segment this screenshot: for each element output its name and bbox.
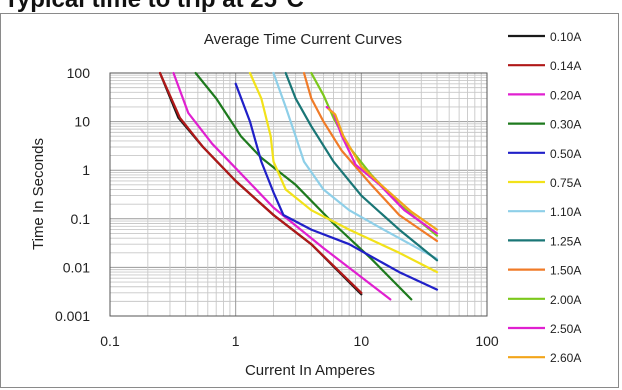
y-tick-label: 1 bbox=[82, 162, 90, 178]
series-line-1-10a bbox=[272, 71, 439, 260]
y-tick-label: 10 bbox=[74, 114, 90, 130]
series-line-1-25a bbox=[284, 71, 439, 262]
grid-lines bbox=[109, 73, 487, 317]
legend-label: 0.75A bbox=[550, 176, 581, 190]
series-line-0-14a bbox=[158, 71, 363, 294]
x-tick-label: 10 bbox=[354, 333, 370, 349]
y-tick-label: 0.001 bbox=[55, 308, 90, 324]
legend-label: 2.60A bbox=[550, 351, 581, 365]
page-heading: Typical time to trip at 25°C bbox=[4, 0, 304, 14]
series-line-0-20a bbox=[172, 71, 392, 301]
y-tick-label: 100 bbox=[67, 65, 91, 81]
chart-title: Average Time Current Curves bbox=[204, 31, 402, 48]
series-line-0-10a bbox=[158, 71, 363, 296]
legend-label: 0.20A bbox=[550, 88, 581, 102]
series-line-2-60a bbox=[327, 108, 439, 231]
series-line-1-50a bbox=[302, 71, 439, 243]
plot-area-border bbox=[109, 72, 488, 317]
legend-label: 1.25A bbox=[550, 234, 581, 248]
legend-label: 0.50A bbox=[550, 147, 581, 161]
legend-label: 0.10A bbox=[550, 30, 581, 44]
series-line-0-75a bbox=[248, 71, 439, 274]
legend-label: 1.50A bbox=[550, 264, 581, 278]
series-line-0-50a bbox=[234, 82, 439, 291]
x-tick-label: 100 bbox=[475, 333, 499, 349]
x-tick-label: 1 bbox=[232, 333, 240, 349]
legend-label: 1.10A bbox=[550, 205, 581, 219]
legend: 0.10A 0.14A 0.20A 0.30A 0.50A 0.75A 1.10A 1.25A… bbox=[508, 30, 581, 365]
series-lines bbox=[158, 71, 439, 301]
y-tick-label: 0.1 bbox=[71, 211, 91, 227]
tick-labels: 0.001 0.01 0.1 1 10 100 0.1 1 10 100 bbox=[55, 65, 499, 349]
legend-label: 2.50A bbox=[550, 322, 581, 336]
legend-label: 0.30A bbox=[550, 118, 581, 132]
legend-label: 0.14A bbox=[550, 59, 581, 73]
x-tick-label: 0.1 bbox=[100, 333, 120, 349]
x-axis-label: Current In Amperes bbox=[245, 362, 375, 379]
y-tick-label: 0.01 bbox=[63, 259, 90, 275]
legend-label: 2.00A bbox=[550, 293, 581, 307]
y-axis-label: Time In Seconds bbox=[30, 138, 47, 250]
